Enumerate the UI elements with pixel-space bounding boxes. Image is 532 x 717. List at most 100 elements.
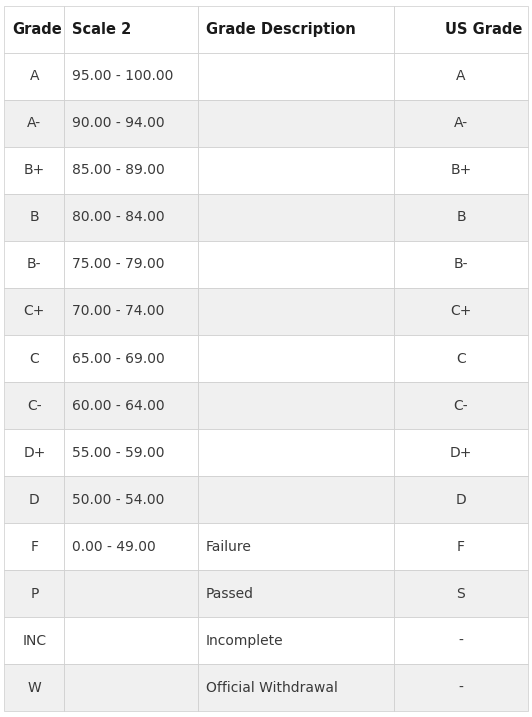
Bar: [198, 100, 394, 147]
Text: A: A: [456, 70, 466, 83]
Bar: [64, 335, 198, 382]
Bar: [4, 100, 64, 147]
Bar: [64, 6, 198, 53]
Bar: [4, 288, 64, 335]
Text: C-: C-: [27, 399, 41, 412]
Text: 90.00 - 94.00: 90.00 - 94.00: [72, 116, 165, 130]
Bar: [198, 6, 394, 53]
Bar: [4, 617, 64, 664]
Text: Grade Description: Grade Description: [206, 22, 356, 37]
Text: C+: C+: [23, 305, 45, 318]
Bar: [4, 570, 64, 617]
Text: 95.00 - 100.00: 95.00 - 100.00: [72, 70, 174, 83]
Bar: [394, 335, 528, 382]
Text: 80.00 - 84.00: 80.00 - 84.00: [72, 210, 165, 224]
Bar: [4, 429, 64, 476]
Bar: [64, 194, 198, 241]
Text: 55.00 - 59.00: 55.00 - 59.00: [72, 445, 165, 460]
Text: US Grade: US Grade: [445, 22, 522, 37]
Bar: [64, 523, 198, 570]
Bar: [394, 617, 528, 664]
Bar: [198, 476, 394, 523]
Text: -: -: [459, 634, 463, 647]
Bar: [394, 382, 528, 429]
Text: D+: D+: [23, 445, 46, 460]
Bar: [198, 617, 394, 664]
Bar: [4, 147, 64, 194]
Bar: [64, 241, 198, 288]
Bar: [394, 53, 528, 100]
Bar: [198, 382, 394, 429]
Text: B+: B+: [451, 163, 472, 177]
Bar: [198, 53, 394, 100]
Text: C+: C+: [450, 305, 472, 318]
Bar: [64, 53, 198, 100]
Text: A-: A-: [27, 116, 41, 130]
Text: Grade: Grade: [12, 22, 62, 37]
Text: Incomplete: Incomplete: [206, 634, 284, 647]
Bar: [64, 382, 198, 429]
Text: B: B: [30, 210, 39, 224]
Bar: [394, 429, 528, 476]
Bar: [394, 194, 528, 241]
Bar: [394, 100, 528, 147]
Text: 85.00 - 89.00: 85.00 - 89.00: [72, 163, 165, 177]
Bar: [4, 523, 64, 570]
Text: 70.00 - 74.00: 70.00 - 74.00: [72, 305, 165, 318]
Bar: [394, 6, 528, 53]
Bar: [4, 6, 64, 53]
Bar: [64, 100, 198, 147]
Text: C: C: [456, 351, 466, 366]
Bar: [64, 147, 198, 194]
Text: Official Withdrawal: Official Withdrawal: [206, 680, 338, 695]
Bar: [4, 53, 64, 100]
Text: A-: A-: [454, 116, 468, 130]
Bar: [64, 570, 198, 617]
Bar: [198, 570, 394, 617]
Text: B: B: [456, 210, 466, 224]
Bar: [198, 147, 394, 194]
Bar: [394, 523, 528, 570]
Bar: [198, 429, 394, 476]
Text: D: D: [455, 493, 467, 507]
Text: F: F: [30, 540, 38, 554]
Text: S: S: [456, 587, 466, 601]
Text: D: D: [29, 493, 40, 507]
Bar: [394, 570, 528, 617]
Text: D+: D+: [450, 445, 472, 460]
Bar: [394, 288, 528, 335]
Text: -: -: [459, 680, 463, 695]
Bar: [198, 241, 394, 288]
Text: C-: C-: [454, 399, 468, 412]
Text: W: W: [28, 680, 41, 695]
Bar: [4, 335, 64, 382]
Bar: [64, 664, 198, 711]
Bar: [4, 194, 64, 241]
Text: 0.00 - 49.00: 0.00 - 49.00: [72, 540, 156, 554]
Bar: [4, 241, 64, 288]
Text: B+: B+: [24, 163, 45, 177]
Bar: [198, 288, 394, 335]
Text: C: C: [29, 351, 39, 366]
Text: 60.00 - 64.00: 60.00 - 64.00: [72, 399, 165, 412]
Bar: [394, 664, 528, 711]
Bar: [64, 476, 198, 523]
Bar: [198, 335, 394, 382]
Bar: [4, 664, 64, 711]
Text: 65.00 - 69.00: 65.00 - 69.00: [72, 351, 165, 366]
Text: INC: INC: [22, 634, 46, 647]
Text: P: P: [30, 587, 38, 601]
Bar: [394, 241, 528, 288]
Bar: [64, 429, 198, 476]
Text: B-: B-: [27, 257, 41, 272]
Text: Passed: Passed: [206, 587, 254, 601]
Bar: [64, 617, 198, 664]
Text: 50.00 - 54.00: 50.00 - 54.00: [72, 493, 165, 507]
Text: 75.00 - 79.00: 75.00 - 79.00: [72, 257, 165, 272]
Bar: [4, 476, 64, 523]
Bar: [198, 664, 394, 711]
Bar: [394, 147, 528, 194]
Bar: [394, 476, 528, 523]
Text: Scale 2: Scale 2: [72, 22, 132, 37]
Bar: [4, 382, 64, 429]
